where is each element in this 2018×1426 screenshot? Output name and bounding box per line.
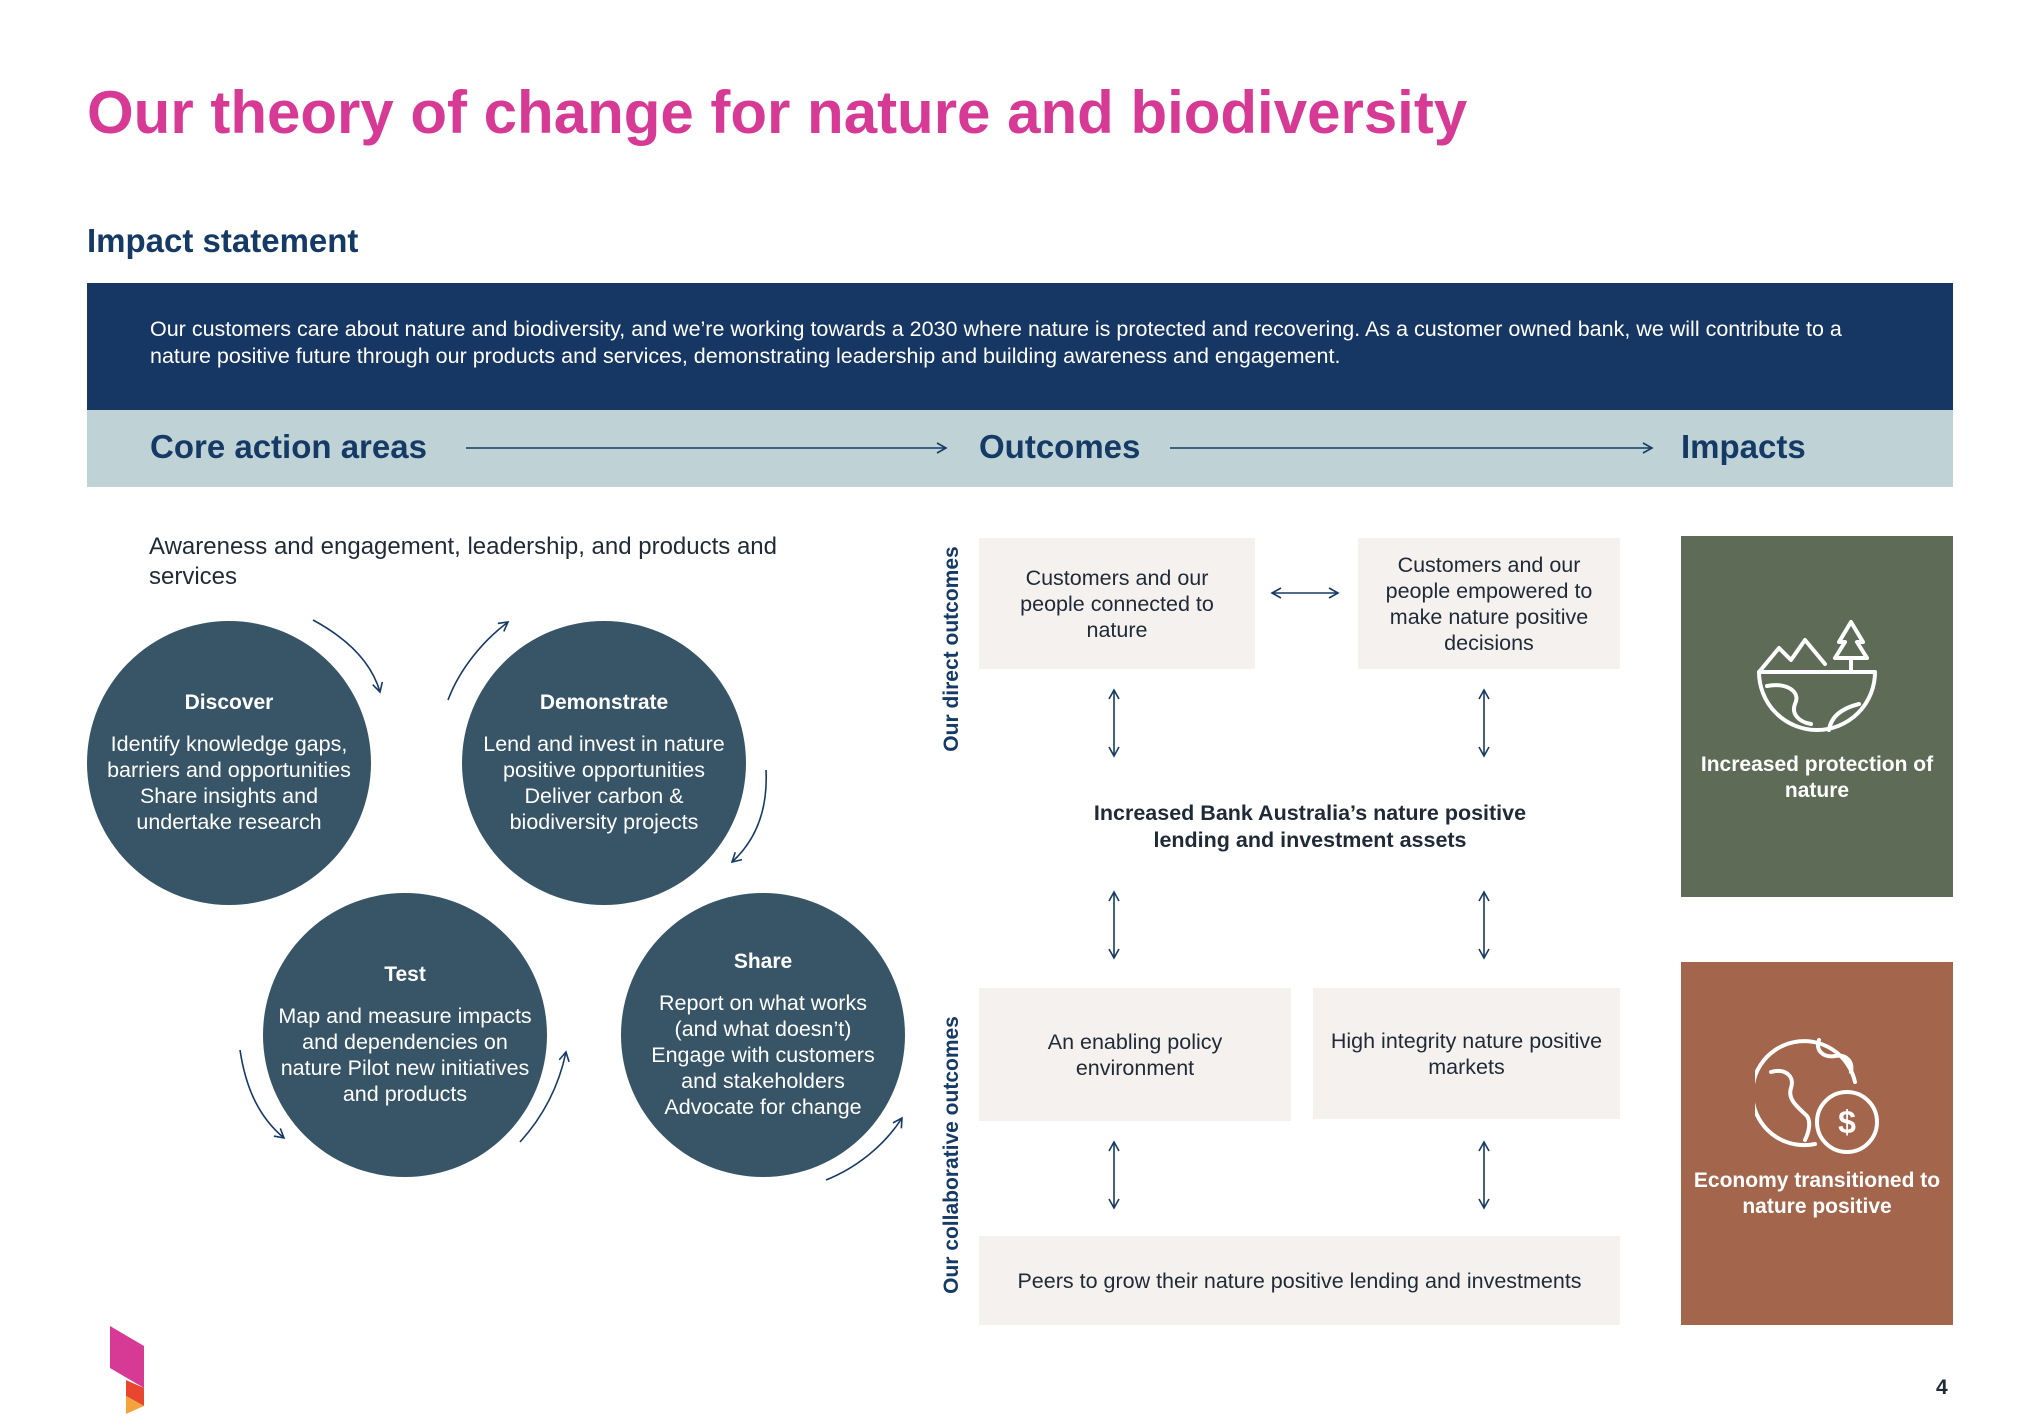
column-header-impacts: Impacts <box>1681 428 1806 465</box>
outcome-markets: High integrity nature positive markets <box>1313 988 1620 1119</box>
cycle-demonstrate: Demonstrate Lend and invest in nature po… <box>462 621 746 905</box>
impact-protection: Increased protection of nature <box>1681 536 1953 897</box>
cycle-arrow-test-left <box>239 1049 286 1140</box>
core-action-intro: Awareness and engagement, leadership, an… <box>149 533 777 590</box>
cycle-discover-title: Discover <box>184 691 274 714</box>
cycle-arrow-discover-demonstrate <box>312 619 384 694</box>
cycle-share-body: Report on what works (and what doesn’t) … <box>651 991 875 1119</box>
impact-statement-band: Our customers care about nature and biod… <box>87 283 1953 410</box>
cycle-test-body: Map and measure impacts and dependencies… <box>278 1004 532 1106</box>
outcome-connected: Customers and our people connected to na… <box>979 538 1255 669</box>
cycle-test-title: Test <box>384 963 426 986</box>
cycle-share-title: Share <box>733 950 793 973</box>
outcome-policy: An enabling policy environment <box>979 988 1291 1121</box>
cycle-demonstrate-title: Demonstrate <box>539 691 669 714</box>
outcome-central: Increased Bank Australia’s nature positi… <box>1093 801 1527 852</box>
column-header-outcomes: Outcomes <box>979 428 1141 465</box>
bank-logo-mark <box>110 1326 144 1414</box>
outcome-empowered: Customers and our people empowered to ma… <box>1358 538 1620 669</box>
globe-dollar-icon: $ <box>1755 1038 1879 1154</box>
outcome-peers: Peers to grow their nature positive lend… <box>979 1236 1620 1325</box>
column-header-core: Core action areas <box>150 428 427 465</box>
svg-text:$: $ <box>1838 1104 1856 1140</box>
cycle-arrow-demonstrate-share <box>730 769 767 864</box>
impact-statement-heading: Impact statement <box>87 222 359 259</box>
impact-economy: $ Economy transitioned to nature positiv… <box>1681 962 1953 1325</box>
cycle-discover: Discover Identify knowledge gaps, barrie… <box>87 621 371 905</box>
cycle-arrow-test-share <box>519 1050 570 1143</box>
cycle-arrow-demonstrate-top <box>447 621 510 701</box>
cycle-share: Share Report on what works (and what doe… <box>621 893 905 1177</box>
cycle-test: Test Map and measure impacts and depende… <box>263 893 547 1177</box>
page-title: Our theory of change for nature and biod… <box>87 79 1468 146</box>
impact-protection-label: Increased protection of nature <box>1700 753 1934 802</box>
impact-statement-text: Our customers care about nature and biod… <box>150 317 1842 368</box>
impact-economy-label: Economy transitioned to nature positive <box>1693 1169 1941 1218</box>
cycle-arrow-share-outcomes <box>825 1116 903 1181</box>
page-number: 4 <box>1936 1376 1948 1399</box>
cycle-demonstrate-body: Lend and invest in nature positive oppor… <box>483 732 725 834</box>
landscape-tree-icon <box>1757 620 1877 732</box>
cycle-discover-body: Identify knowledge gaps, barriers and op… <box>107 732 351 834</box>
